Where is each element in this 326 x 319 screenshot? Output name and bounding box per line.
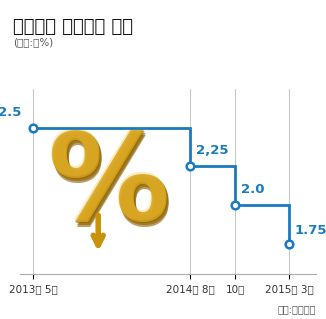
Text: 한국은행 기준금리 추이: 한국은행 기준금리 추이 bbox=[13, 18, 133, 35]
Text: 2.0: 2.0 bbox=[241, 183, 264, 196]
Text: %: % bbox=[50, 133, 172, 249]
Text: %: % bbox=[47, 126, 170, 243]
Text: (단위:연%): (단위:연%) bbox=[13, 37, 53, 47]
Text: 자료:한국은행: 자료:한국은행 bbox=[278, 305, 316, 315]
Text: %: % bbox=[49, 130, 171, 247]
Text: %: % bbox=[48, 128, 171, 245]
Text: 2,25: 2,25 bbox=[196, 144, 228, 157]
Text: %: % bbox=[50, 131, 172, 248]
Text: 1.75: 1.75 bbox=[295, 224, 326, 237]
Text: 2.5: 2.5 bbox=[0, 106, 22, 119]
